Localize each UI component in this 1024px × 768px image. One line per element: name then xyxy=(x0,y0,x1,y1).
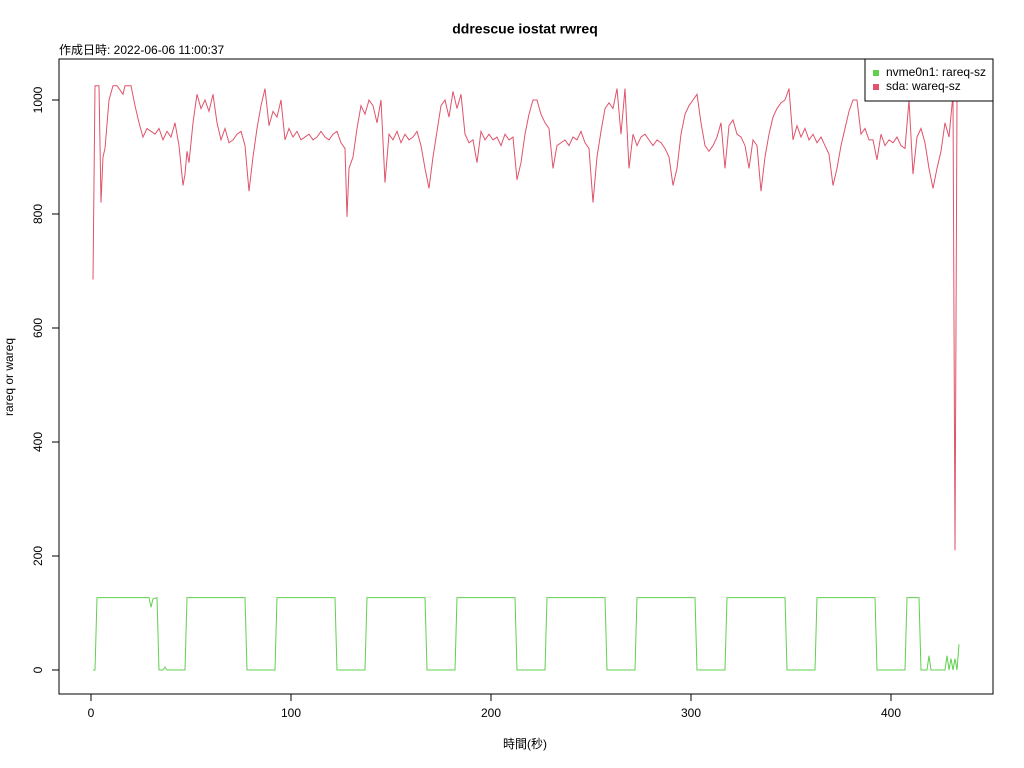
x-tick-label: 100 xyxy=(281,706,301,720)
legend-label: nvme0n1: rareq-sz xyxy=(886,65,986,79)
legend-box xyxy=(864,58,994,102)
y-tick-label: 600 xyxy=(31,318,45,338)
chart-subtitle: 作成日時: 2022-06-06 11:00:37 xyxy=(59,43,225,57)
y-tick-label: 1000 xyxy=(31,86,45,113)
y-tick-label: 200 xyxy=(31,546,45,566)
x-tick-label: 400 xyxy=(881,706,901,720)
x-axis-label: 時間(秒) xyxy=(503,737,547,751)
series-line xyxy=(93,596,960,671)
legend-label: sda: wareq-sz xyxy=(886,79,961,93)
y-tick-label: 400 xyxy=(31,432,45,452)
y-tick-label: 800 xyxy=(31,204,45,224)
legend-swatch xyxy=(873,84,879,90)
x-tick-label: 200 xyxy=(481,706,501,720)
legend-swatch xyxy=(873,70,879,76)
y-axis-label: rareq or wareq xyxy=(2,338,16,416)
x-tick-label: 300 xyxy=(681,706,701,720)
x-tick-label: 0 xyxy=(88,706,95,720)
series-line xyxy=(92,85,960,551)
y-tick-label: 0 xyxy=(31,666,45,673)
chart-title: ddrescue iostat rwreq xyxy=(452,21,598,37)
